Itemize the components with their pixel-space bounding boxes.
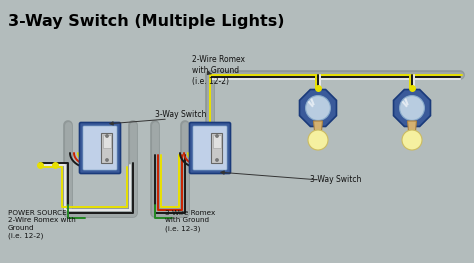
Circle shape bbox=[402, 130, 422, 150]
FancyBboxPatch shape bbox=[83, 126, 117, 170]
Bar bbox=[211, 133, 222, 163]
Circle shape bbox=[216, 135, 218, 137]
FancyBboxPatch shape bbox=[190, 123, 230, 174]
Polygon shape bbox=[313, 121, 322, 131]
Circle shape bbox=[106, 135, 108, 137]
Polygon shape bbox=[300, 89, 337, 127]
Text: 3-Way Switch: 3-Way Switch bbox=[310, 175, 361, 184]
Polygon shape bbox=[408, 121, 417, 131]
FancyBboxPatch shape bbox=[80, 123, 120, 174]
Text: POWER SOURCE
2-Wire Romex with
Ground
(i.e. 12-2): POWER SOURCE 2-Wire Romex with Ground (i… bbox=[8, 210, 76, 239]
Polygon shape bbox=[393, 89, 430, 127]
FancyBboxPatch shape bbox=[193, 126, 227, 170]
Circle shape bbox=[216, 159, 218, 161]
Circle shape bbox=[308, 130, 328, 150]
Circle shape bbox=[400, 95, 424, 120]
Bar bbox=[103, 134, 111, 148]
Text: 2-Wire Romex
with Ground
(i.e. 12-2): 2-Wire Romex with Ground (i.e. 12-2) bbox=[192, 55, 245, 86]
Circle shape bbox=[106, 159, 108, 161]
Circle shape bbox=[306, 95, 330, 120]
Text: 3-Way Switch: 3-Way Switch bbox=[155, 110, 206, 119]
Text: 3-Way Switch (Multiple Lights): 3-Way Switch (Multiple Lights) bbox=[8, 14, 284, 29]
Bar bbox=[101, 133, 112, 163]
Text: 3-Wire Romex
with Ground
(i.e. 12-3): 3-Wire Romex with Ground (i.e. 12-3) bbox=[165, 210, 215, 231]
Bar bbox=[213, 134, 221, 148]
